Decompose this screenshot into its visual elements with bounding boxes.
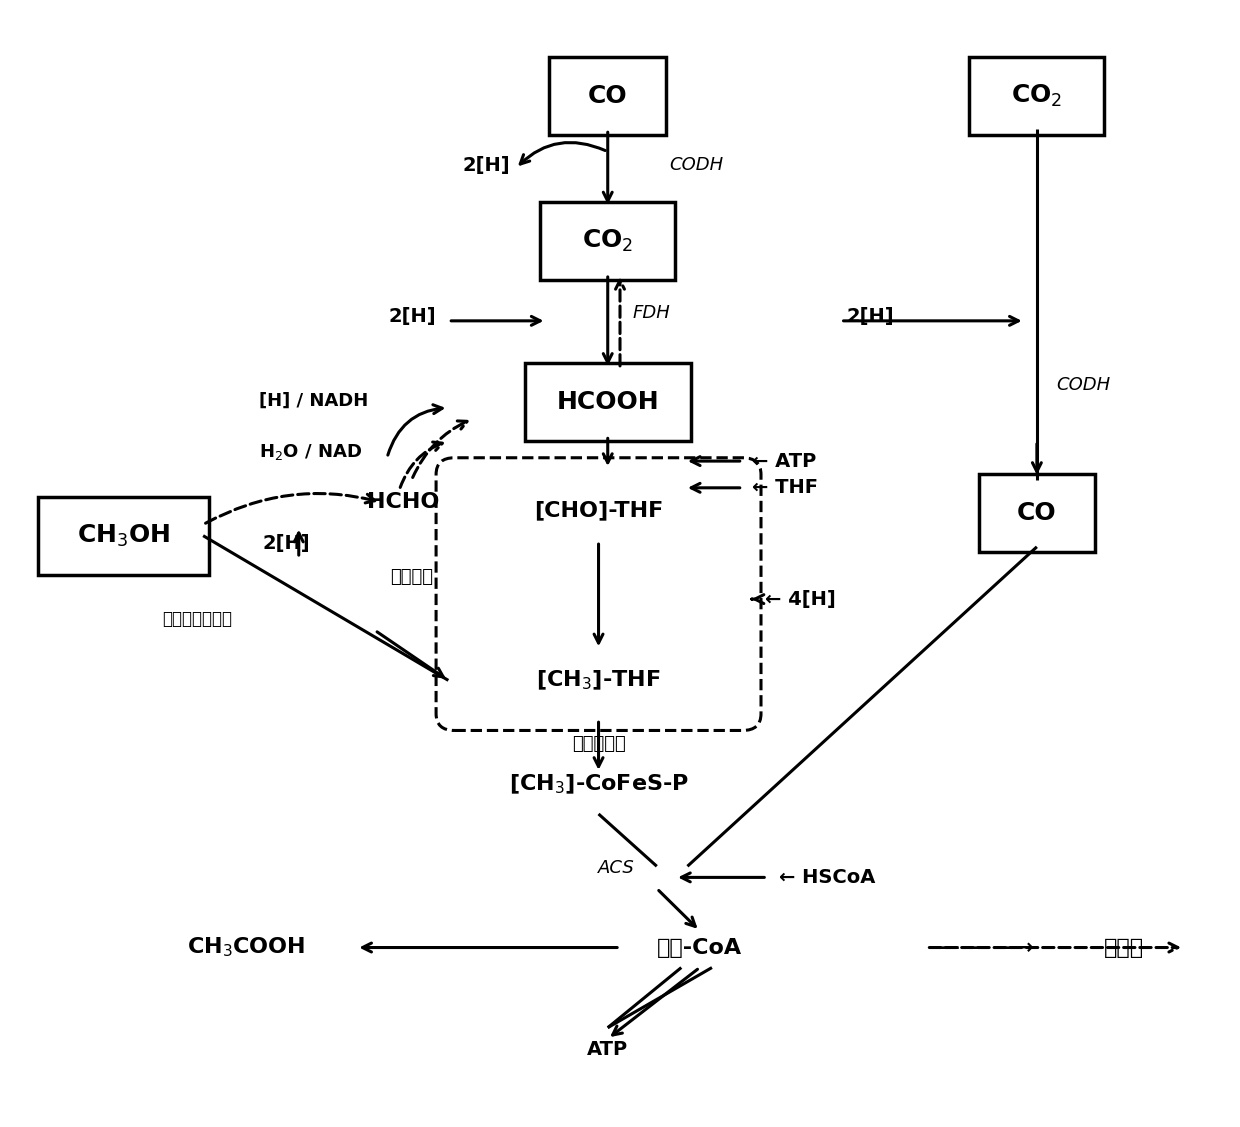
Text: 2[H]: 2[H] xyxy=(463,156,510,175)
Text: 乙酰-CoA: 乙酰-CoA xyxy=(657,938,743,958)
Text: CO: CO xyxy=(1017,502,1056,525)
Text: CODH: CODH xyxy=(670,156,723,174)
Text: [CH$_3$]-THF: [CH$_3$]-THF xyxy=(537,668,661,692)
Text: ← ATP: ← ATP xyxy=(753,452,817,471)
Text: 生物质: 生物质 xyxy=(1105,938,1145,958)
Text: 2[H]: 2[H] xyxy=(847,307,894,326)
Text: HCHO: HCHO xyxy=(367,492,439,513)
Text: 2[H]: 2[H] xyxy=(388,307,436,326)
Text: CO$_2$: CO$_2$ xyxy=(582,228,634,254)
Text: 甲基支路: 甲基支路 xyxy=(391,568,433,586)
Text: ← THF: ← THF xyxy=(753,478,818,497)
FancyBboxPatch shape xyxy=(549,57,666,135)
Text: [H] / NADH: [H] / NADH xyxy=(259,392,368,410)
Text: 2[H]: 2[H] xyxy=(263,534,310,553)
Text: ACS: ACS xyxy=(598,860,635,878)
Text: CODH: CODH xyxy=(1056,376,1111,394)
Text: CH$_3$OH: CH$_3$OH xyxy=(77,523,170,549)
Text: HCOOH: HCOOH xyxy=(557,390,658,414)
FancyBboxPatch shape xyxy=(436,458,761,730)
Text: — — —→: — — —→ xyxy=(939,938,1033,958)
Text: ← 4[H]: ← 4[H] xyxy=(765,589,836,609)
FancyBboxPatch shape xyxy=(978,474,1095,552)
Text: CH$_3$COOH: CH$_3$COOH xyxy=(187,935,305,959)
Text: [CH$_3$]-CoFeS-P: [CH$_3$]-CoFeS-P xyxy=(508,772,688,796)
FancyBboxPatch shape xyxy=(541,202,675,279)
FancyBboxPatch shape xyxy=(37,497,210,575)
Text: CO: CO xyxy=(588,85,627,108)
Text: 甲醇甲基转移酶: 甲醇甲基转移酶 xyxy=(162,610,232,628)
Text: [CHO]-THF: [CHO]-THF xyxy=(534,500,663,520)
Text: CO$_2$: CO$_2$ xyxy=(1012,83,1063,109)
Text: ← HSCoA: ← HSCoA xyxy=(780,868,875,887)
FancyBboxPatch shape xyxy=(970,57,1105,135)
Text: ATP: ATP xyxy=(588,1040,629,1059)
FancyBboxPatch shape xyxy=(525,363,691,441)
Text: H$_2$O / NAD: H$_2$O / NAD xyxy=(259,442,362,462)
Text: 甲基转移酶: 甲基转移酶 xyxy=(572,735,625,753)
Text: FDH: FDH xyxy=(632,304,670,322)
